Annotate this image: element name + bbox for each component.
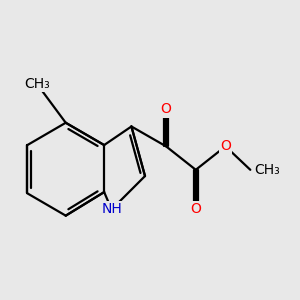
Text: NH: NH bbox=[101, 202, 122, 217]
Text: CH₃: CH₃ bbox=[24, 77, 50, 92]
Text: O: O bbox=[190, 202, 201, 217]
Text: CH₃: CH₃ bbox=[254, 163, 280, 177]
Text: O: O bbox=[220, 139, 231, 153]
Text: O: O bbox=[160, 102, 172, 116]
